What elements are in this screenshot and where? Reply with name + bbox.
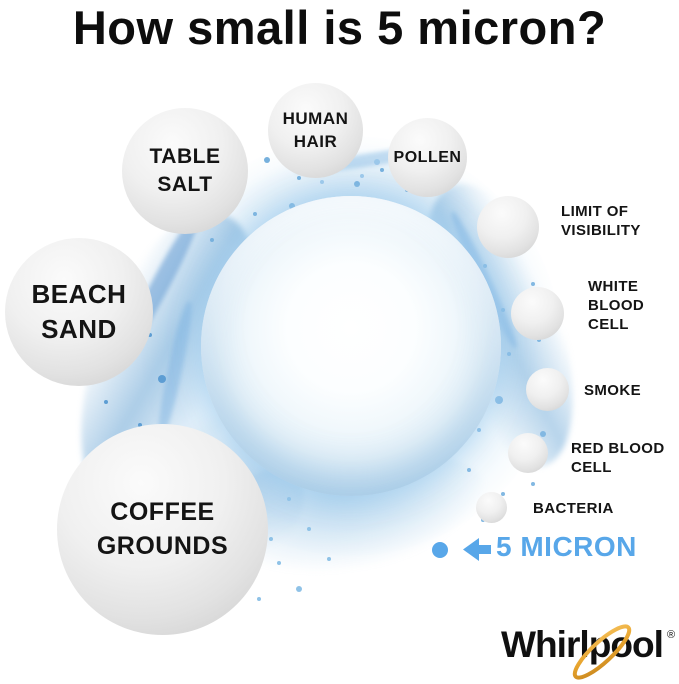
circle-label-table-salt: TABLE SALT: [149, 144, 221, 196]
water-bubble: [201, 196, 501, 496]
label-white-blood-cell: WHITE BLOOD CELL: [588, 278, 645, 333]
circle-beach-sand: BEACH SAND: [5, 238, 153, 386]
five-micron-label: 5 MICRON: [496, 531, 637, 562]
five-micron-dot-icon: [432, 542, 448, 558]
circle-red-blood-cell: [508, 433, 548, 473]
whirlpool-swoosh-icon: [572, 624, 632, 680]
label-red-blood-cell: RED BLOOD CELL: [571, 440, 665, 476]
page-title: How small is 5 micron?: [72, 1, 607, 54]
water-droplets: [455, 250, 459, 254]
circle-human-hair: HUMAN HAIR: [268, 83, 363, 178]
circle-smoke: [526, 368, 569, 411]
circle-bacteria: [476, 492, 507, 523]
registered-mark: ®: [667, 629, 675, 641]
water-streak: [153, 300, 197, 440]
label-bacteria: BACTERIA: [533, 500, 614, 517]
whirlpool-logo-graphic: Whirlpool ®: [501, 624, 675, 680]
circle-limit-of-visibility: [477, 196, 539, 258]
circle-label-pollen: POLLEN: [393, 148, 462, 166]
circle-pollen: POLLEN: [388, 118, 467, 197]
circle-label-coffee-grounds: COFFEE GROUNDS: [96, 497, 229, 560]
label-limit-of-visibility: LIMIT OF VISIBILITY: [561, 203, 641, 239]
circle-coffee-grounds: COFFEE GROUNDS: [57, 424, 268, 635]
whirlpool-logo: Whirlpool ®: [497, 618, 679, 680]
circle-label-human-hair: HUMAN HAIR: [282, 108, 349, 151]
circle-label-beach-sand: BEACH SAND: [31, 278, 127, 344]
arrow-left-icon: [463, 538, 491, 561]
label-smoke: SMOKE: [584, 382, 642, 399]
circle-white-blood-cell: [511, 287, 564, 340]
circle-table-salt: TABLE SALT: [122, 108, 248, 234]
